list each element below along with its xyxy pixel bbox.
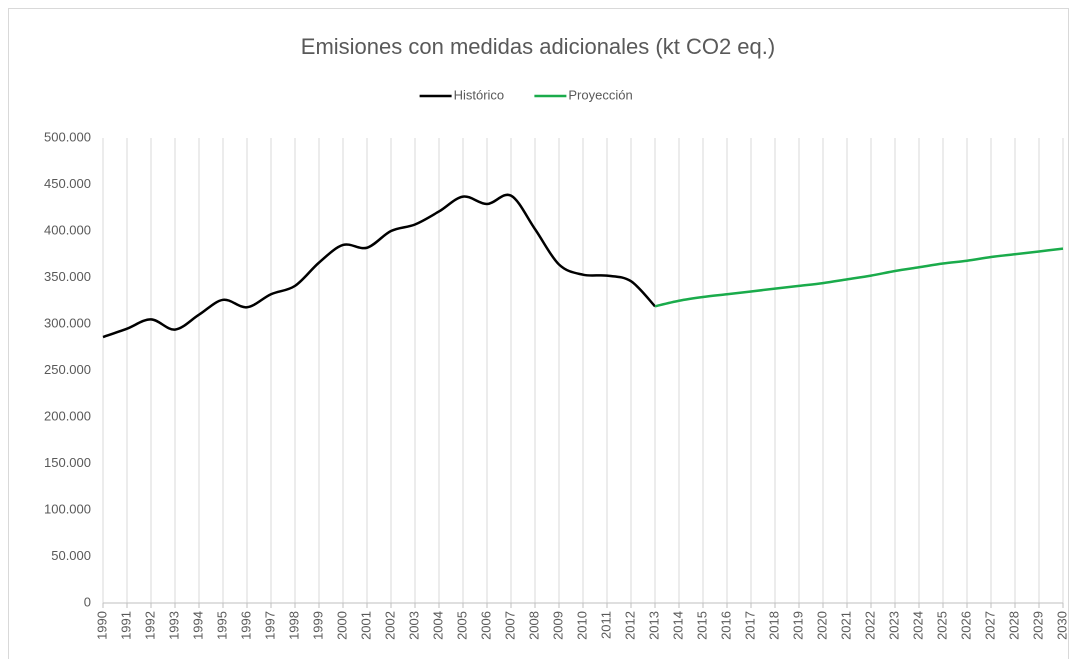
x-tick-label: 2008 [526, 611, 541, 640]
x-tick-label: 2012 [622, 611, 637, 640]
y-tick-label: 0 [84, 594, 91, 609]
x-tick-label: 2005 [454, 611, 469, 640]
x-tick-label: 2030 [1054, 611, 1069, 640]
x-tick-label: 1998 [286, 611, 301, 640]
x-tick-label: 1995 [214, 611, 229, 640]
x-tick-label: 2023 [886, 611, 901, 640]
x-tick-label: 2025 [934, 611, 949, 640]
x-tick-label: 1996 [238, 611, 253, 640]
series-line [654, 247, 1064, 308]
x-tick-label: 2014 [670, 611, 685, 640]
y-tick-label: 100.000 [44, 501, 91, 516]
x-tick-label: 2013 [646, 611, 661, 640]
x-tick-label: 2015 [694, 611, 709, 640]
y-tick-label: 300.000 [44, 315, 91, 330]
chart-frame [8, 8, 1069, 659]
x-tick-label: 2017 [742, 611, 757, 640]
legend-label: Histórico [454, 87, 505, 102]
y-tick-label: 500.000 [44, 129, 91, 144]
legend: Histórico Proyección [419, 87, 633, 102]
x-tick-label: 2006 [478, 611, 493, 640]
x-tick-label: 2016 [718, 611, 733, 640]
x-tick-label: 1990 [94, 611, 109, 640]
y-tick-label: 400.000 [44, 222, 91, 237]
x-tick-label: 2027 [982, 611, 997, 640]
x-tick-label: 1991 [118, 611, 133, 640]
x-tick-label: 2010 [574, 611, 589, 640]
y-tick-label: 200.000 [44, 408, 91, 423]
x-tick-label: 2021 [838, 611, 853, 640]
series-line [102, 193, 656, 339]
x-tick-label: 2022 [862, 611, 877, 640]
x-tick-label: 2001 [358, 611, 373, 640]
x-tick-label: 2007 [502, 611, 517, 640]
x-tick-label: 2004 [430, 611, 445, 640]
x-tick-label: 1993 [166, 611, 181, 640]
x-tick-label: 2029 [1030, 611, 1045, 640]
y-tick-label: 350.000 [44, 269, 91, 284]
x-tick-label: 2028 [1006, 611, 1021, 640]
x-tick-label: 2002 [382, 611, 397, 640]
x-tick-label: 1999 [310, 611, 325, 640]
x-tick-label: 1994 [190, 611, 205, 640]
y-tick-label: 50.000 [51, 548, 91, 563]
x-tick-label: 2018 [766, 611, 781, 640]
x-tick-label: 2003 [406, 611, 421, 640]
x-tick-label: 2026 [958, 611, 973, 640]
legend-label: Proyección [568, 87, 632, 102]
y-tick-label: 250.000 [44, 362, 91, 377]
x-tick-label: 2019 [790, 611, 805, 640]
x-tick-label: 1997 [262, 611, 277, 640]
chart-title: Emisiones con medidas adicionales (kt CO… [301, 34, 775, 59]
x-tick-label: 2024 [910, 611, 925, 640]
x-tick-label: 1992 [142, 611, 157, 640]
x-tick-label: 2020 [814, 611, 829, 640]
y-tick-label: 150.000 [44, 455, 91, 470]
x-tick-label: 2000 [334, 611, 349, 640]
x-tick-label: 2009 [550, 611, 565, 640]
y-tick-label: 450.000 [44, 176, 91, 191]
x-tick-label: 2011 [598, 611, 613, 639]
